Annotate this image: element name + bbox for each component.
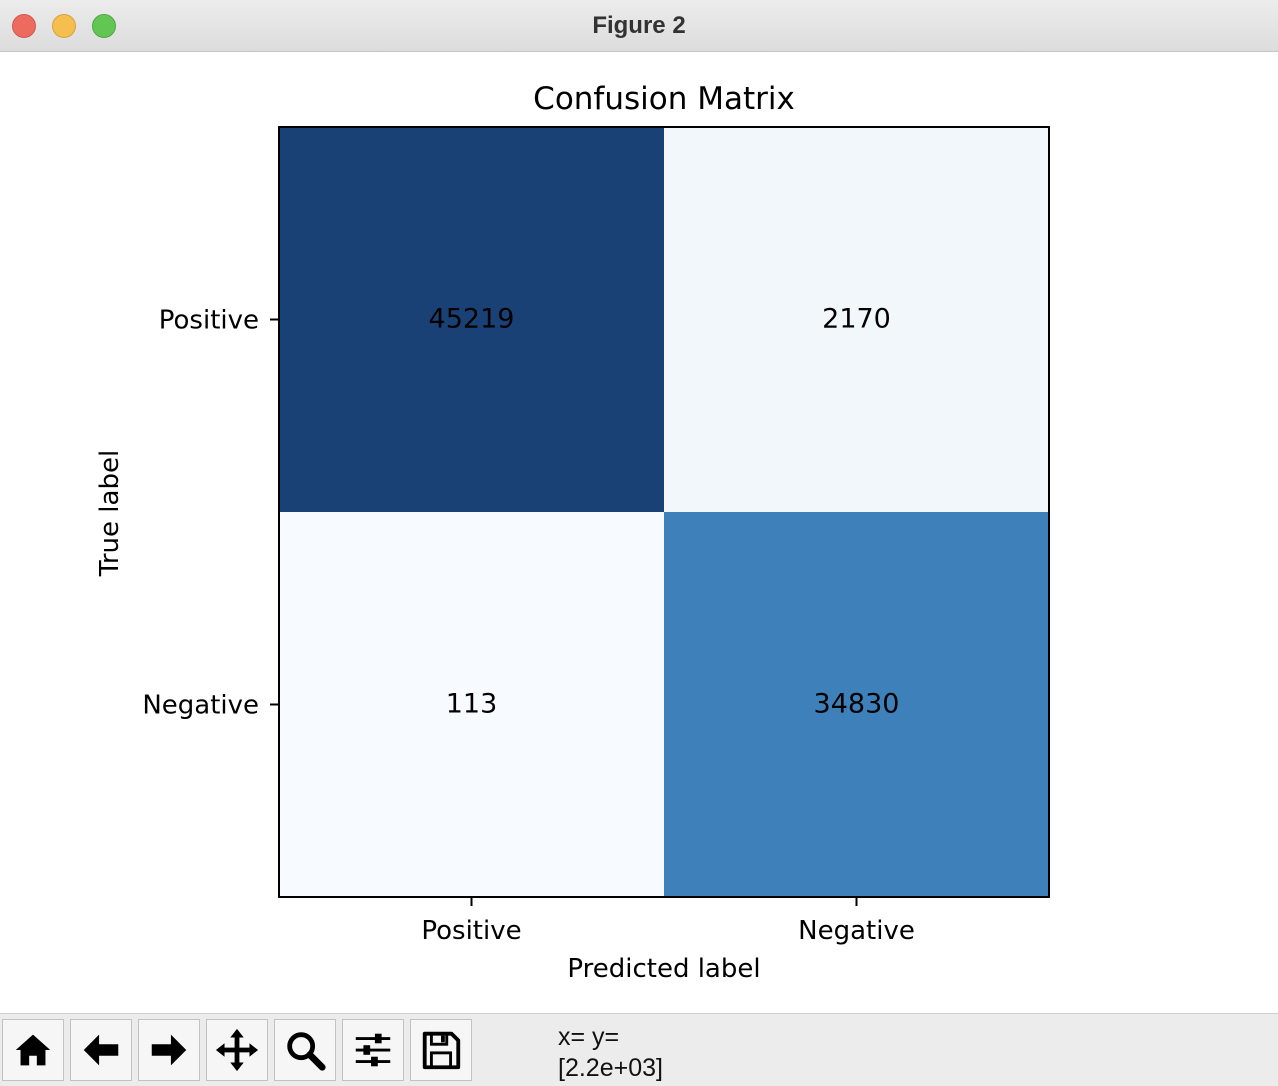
move-icon: [215, 1028, 259, 1072]
navigation-toolbar: x= y= [2.2e+03]: [0, 1013, 1278, 1086]
matrix-cell-1-1: [664, 512, 1049, 897]
matrix-cell-0-0: [279, 127, 664, 512]
y-axis-label: True label: [95, 450, 125, 577]
minimize-window-button[interactable]: [52, 14, 76, 38]
plot-frame: [278, 126, 1050, 898]
y-tick-label: Negative: [142, 691, 259, 721]
cell-value-label: 45219: [429, 304, 515, 335]
back-button[interactable]: [70, 1019, 132, 1081]
cursor-coordinates: x= y= [2.2e+03]: [558, 1022, 663, 1084]
configure-subplots-button[interactable]: [342, 1019, 404, 1081]
coords-line-2: [2.2e+03]: [558, 1054, 663, 1082]
home-button[interactable]: [2, 1019, 64, 1081]
figure-canvas[interactable]: Confusion Matrix 45219 2170 113 34830 Posit…: [0, 53, 1278, 1011]
x-tick-label: Positive: [421, 916, 521, 946]
forward-button[interactable]: [138, 1019, 200, 1081]
matrix-cell-1-0: [279, 512, 664, 897]
y-tick-label: Positive: [159, 306, 259, 336]
maximize-window-button[interactable]: [92, 14, 116, 38]
coords-line-1: x= y=: [558, 1023, 620, 1051]
arrow-left-icon: [83, 1034, 119, 1066]
chart-title: Confusion Matrix: [533, 81, 795, 117]
home-icon: [15, 1034, 51, 1066]
arrow-right-icon: [151, 1034, 187, 1066]
floppy-disk-icon: [422, 1031, 461, 1070]
magnifier-icon: [287, 1032, 326, 1071]
pan-button[interactable]: [206, 1019, 268, 1081]
sliders-icon: [355, 1033, 391, 1067]
zoom-button[interactable]: [274, 1019, 336, 1081]
x-tick-label: Negative: [798, 916, 915, 946]
cell-value-label: 34830: [814, 689, 900, 720]
window-title: Figure 2: [592, 12, 686, 39]
cell-value-label: 113: [446, 689, 498, 720]
close-window-button[interactable]: [12, 14, 36, 38]
cell-value-label: 2170: [822, 304, 891, 335]
matrix-cell-0-1: [664, 127, 1049, 512]
x-axis-label: Predicted label: [567, 954, 760, 984]
save-button[interactable]: [410, 1019, 472, 1081]
window-titlebar: Figure 2: [0, 0, 1278, 52]
